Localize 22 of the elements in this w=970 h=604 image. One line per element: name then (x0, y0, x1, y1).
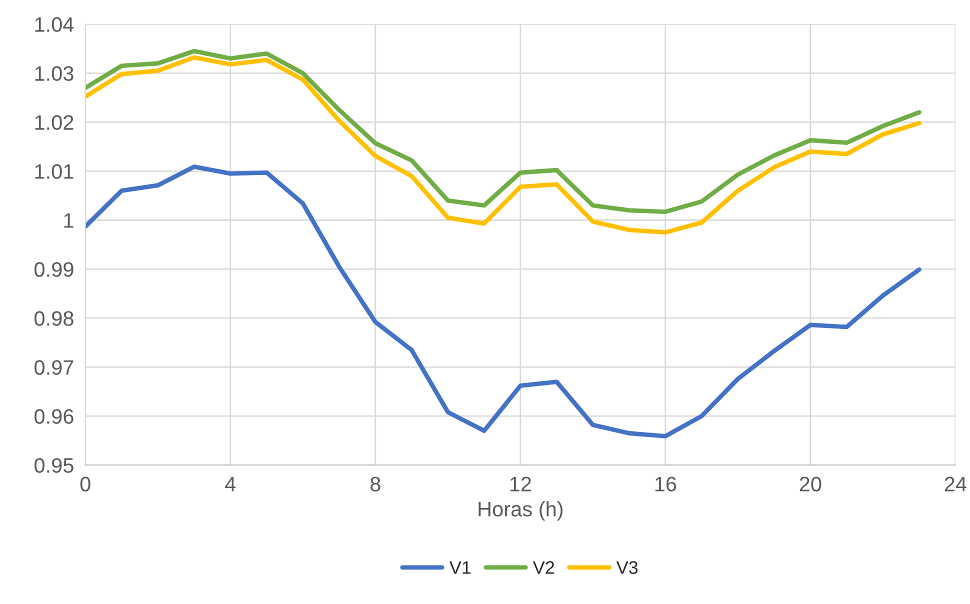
y-tick-label: 0.97 (34, 360, 74, 375)
x-tick-label: 20 (800, 476, 822, 492)
y-tick-label: 0.96 (34, 409, 74, 424)
line-series (85, 164, 922, 438)
x-tick-label: 24 (944, 476, 966, 492)
y-tick-label: 0.99 (34, 262, 74, 277)
y-tick-label: 0.95 (34, 458, 74, 473)
legend-label: V1 (449, 561, 471, 574)
x-axis-title: Horas (h) (478, 501, 563, 521)
x-tick-label: 8 (370, 476, 380, 492)
legend-label: V3 (616, 561, 638, 574)
y-tick-label: 1 (64, 213, 74, 228)
legend-label: V2 (532, 561, 554, 574)
y-tick-label: 1.02 (35, 115, 74, 130)
x-tick-label: 16 (655, 476, 676, 492)
x-tick-label: 12 (510, 476, 531, 492)
y-tick-label: 1.01 (35, 164, 74, 179)
y-tick-label: 1.04 (35, 17, 74, 32)
x-tick-label: 0 (80, 476, 90, 492)
y-tick-label: 0.98 (34, 311, 74, 326)
x-tick-label: 4 (225, 476, 236, 492)
y-tick-label: 1.03 (35, 66, 74, 81)
